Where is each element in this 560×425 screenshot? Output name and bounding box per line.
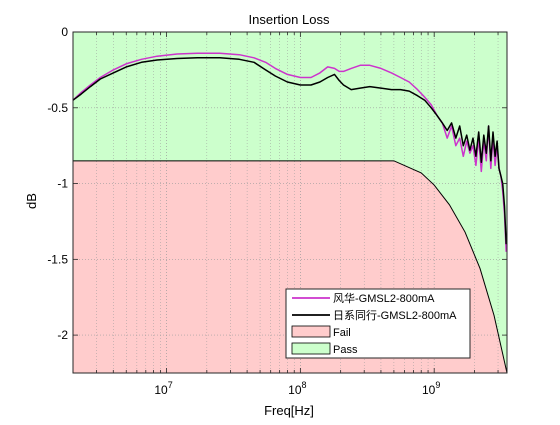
y-tick-label: -1.5 xyxy=(47,252,68,266)
pass-region xyxy=(73,32,507,373)
y-tick-labels: 0 -0.5 -1 -1.5 -2 xyxy=(47,25,68,342)
y-tick-label: 0 xyxy=(61,25,68,39)
y-axis-label: dB xyxy=(24,193,39,209)
legend: 风华-GMSL2-800mA 日系同行-GMSL2-800mA Fail Pass xyxy=(285,288,471,359)
legend-swatch-fail xyxy=(291,325,331,338)
plot-frame xyxy=(72,31,508,374)
legend-swatch-pass xyxy=(291,342,331,355)
series-line-2 xyxy=(72,57,507,245)
legend-label: 日系同行-GMSL2-800mA xyxy=(333,309,457,322)
y-tick-label: -0.5 xyxy=(47,101,68,115)
limit-line xyxy=(73,160,508,374)
x-axis-label: Freq[Hz] xyxy=(264,403,314,418)
legend-label: 风华-GMSL2-800mA xyxy=(333,291,435,305)
legend-label: Fail xyxy=(333,327,351,339)
series-group xyxy=(72,52,507,252)
legend-label: Pass xyxy=(333,344,358,356)
x-tick-labels: 107 108 109 xyxy=(154,380,440,397)
tick-marks xyxy=(73,31,507,373)
y-tick-label: -1 xyxy=(57,177,68,191)
x-tick-label: 108 xyxy=(288,380,306,397)
chart-title: Insertion Loss xyxy=(249,12,330,27)
x-tick-label: 107 xyxy=(154,380,172,397)
y-tick-label: -2 xyxy=(57,328,68,342)
x-tick-label: 109 xyxy=(422,380,440,397)
